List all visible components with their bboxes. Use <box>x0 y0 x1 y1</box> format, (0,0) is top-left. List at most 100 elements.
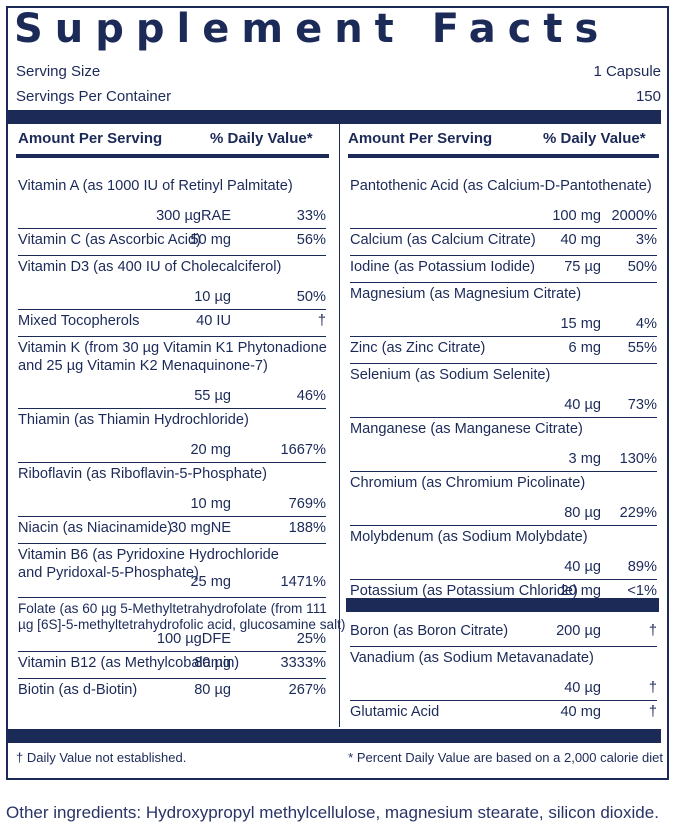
other-ingredients: Other ingredients: Hydroxypropyl methylc… <box>6 803 659 822</box>
nutrient-daily-value: 73% <box>627 397 657 413</box>
servings-label: Servings Per Container <box>16 88 172 105</box>
nutrient-amount: 40 µg <box>564 680 601 696</box>
servings-per-container-row: Servings Per Container 150 <box>16 88 661 106</box>
serving-size-label: Serving Size <box>16 63 101 80</box>
nutrient-amount: 10 µg <box>194 289 231 305</box>
nutrient-row: Riboflavin (as Riboflavin-5-Phosphate) 10… <box>18 463 326 517</box>
nutrient-name-cont: and Pyridoxal-5-Phosphate) <box>18 565 199 581</box>
nutrient-name: Niacin (as Niacinamide) <box>18 520 173 536</box>
nutrient-daily-value: 130% <box>619 451 657 467</box>
footnote-percent-dv: * Percent Daily Value are based on a 2,0… <box>348 750 663 765</box>
nutrient-daily-value: 25% <box>296 631 326 647</box>
right-mid-bar <box>346 598 659 612</box>
nutrient-name: Potassium (as Potassium Chloride) <box>350 583 578 599</box>
nutrient-daily-value: 188% <box>288 520 326 536</box>
bottom-divider-bar <box>6 729 661 743</box>
nutrient-row: Mixed Tocopherols 40 IU † <box>18 310 326 337</box>
nutrient-name: Vanadium (as Sodium Metavanadate) <box>350 650 594 666</box>
nutrient-daily-value: 267% <box>288 682 326 698</box>
nutrient-amount: 100 µgDFE <box>156 631 231 647</box>
nutrient-row: Molybdenum (as Sodium Molybdate) 40 µg 89% <box>350 526 657 580</box>
nutrient-row: Manganese (as Manganese Citrate) 3 mg 130% <box>350 418 657 472</box>
column-divider <box>339 124 340 727</box>
nutrient-name: Boron (as Boron Citrate) <box>350 623 509 639</box>
nutrient-row: Chromium (as Chromium Picolinate) 80 µg 22… <box>350 472 657 526</box>
nutrient-amount: 10 mg <box>190 496 231 512</box>
nutrient-daily-value: † <box>648 704 657 720</box>
nutrient-amount: 30 mgNE <box>170 520 231 536</box>
nutrient-row: Thiamin (as Thiamin Hydrochloride) 20 mg 1… <box>18 409 326 463</box>
nutrient-row: Niacin (as Niacinamide) 30 mgNE 188% <box>18 517 326 544</box>
nutrient-daily-value: 1471% <box>280 574 326 590</box>
supplement-facts-panel <box>6 6 669 780</box>
nutrient-name: Vitamin B6 (as Pyridoxine Hydrochloride <box>18 547 279 563</box>
nutrient-name: Folate (as 60 µg 5-Methyltetrahydrofolat… <box>18 601 327 616</box>
serving-size-row: Serving Size 1 Capsule <box>16 63 661 81</box>
nutrient-daily-value: † <box>317 313 326 329</box>
nutrient-daily-value: 2000% <box>611 208 657 224</box>
top-divider-bar <box>6 110 661 124</box>
nutrient-daily-value: 50% <box>296 289 326 305</box>
right-amount-header: Amount Per Serving <box>348 130 493 147</box>
nutrient-row: Iodine (as Potassium Iodide) 75 µg 50% <box>350 256 657 283</box>
nutrient-name: Magnesium (as Magnesium Citrate) <box>350 286 582 302</box>
nutrient-name-cont: and 25 µg Vitamin K2 Menaquinone-7) <box>18 358 268 374</box>
nutrient-row: Vanadium (as Sodium Metavanadate) 40 µg † <box>350 647 657 701</box>
nutrient-amount: 80 µg <box>194 682 231 698</box>
nutrient-name: Iodine (as Potassium Iodide) <box>350 259 535 275</box>
nutrient-daily-value: 4% <box>635 316 657 332</box>
nutrient-amount: 40 mg <box>560 232 601 248</box>
nutrient-name: Vitamin D3 (as 400 IU of Cholecalciferol… <box>18 259 282 275</box>
nutrient-amount: 80 µg <box>564 505 601 521</box>
nutrient-row: Biotin (as d-Biotin) 80 µg 267% <box>18 679 326 706</box>
nutrient-row: Magnesium (as Magnesium Citrate) 15 mg 4% <box>350 283 657 337</box>
nutrient-name: Zinc (as Zinc Citrate) <box>350 340 486 356</box>
nutrient-name: Vitamin A (as 1000 IU of Retinyl Palmita… <box>18 178 293 194</box>
nutrient-row: Glutamic Acid 40 mg † <box>350 701 657 728</box>
nutrient-name: Thiamin (as Thiamin Hydrochloride) <box>18 412 249 428</box>
nutrient-name: Glutamic Acid <box>350 704 440 720</box>
right-dv-header: % Daily Value* <box>543 130 646 147</box>
nutrient-row: Selenium (as Sodium Selenite) 40 µg 73% <box>350 364 657 418</box>
nutrient-daily-value: 46% <box>296 388 326 404</box>
right-header-rule <box>348 154 659 158</box>
nutrient-name: Mixed Tocopherols <box>18 313 140 329</box>
nutrient-amount: 40 µg <box>564 397 601 413</box>
nutrient-daily-value: 89% <box>627 559 657 575</box>
nutrient-name: Biotin (as d-Biotin) <box>18 682 138 698</box>
nutrient-name: Manganese (as Manganese Citrate) <box>350 421 583 437</box>
nutrient-row: Vitamin B6 (as Pyridoxine Hydrochloride a… <box>18 544 326 598</box>
nutrient-daily-value: 33% <box>296 208 326 224</box>
nutrient-name: Selenium (as Sodium Selenite) <box>350 367 551 383</box>
nutrient-amount: 40 mg <box>560 704 601 720</box>
left-amount-header: Amount Per Serving <box>18 130 163 147</box>
nutrient-row: Potassium (as Potassium Chloride) 20 mg <1… <box>350 580 657 607</box>
footnote-dagger: † Daily Value not established. <box>16 750 187 765</box>
nutrient-daily-value: 3333% <box>280 655 326 671</box>
nutrient-row: Vitamin C (as Ascorbic Acid) 50 mg 56% <box>18 229 326 256</box>
nutrient-amount: 55 µg <box>194 388 231 404</box>
left-header-rule <box>16 154 329 158</box>
nutrient-daily-value: 50% <box>627 259 657 275</box>
nutrient-daily-value: 55% <box>627 340 657 356</box>
nutrient-amount: 80 µg <box>194 655 231 671</box>
nutrient-daily-value: 229% <box>619 505 657 521</box>
right-nutrient-list: Pantothenic Acid (as Calcium-D-Pantothen… <box>350 175 657 607</box>
nutrient-row: Folate (as 60 µg 5-Methyltetrahydrofolat… <box>18 598 345 652</box>
nutrient-amount: 40 µg <box>564 559 601 575</box>
nutrient-amount: 50 mg <box>190 232 231 248</box>
nutrient-amount: 15 mg <box>560 316 601 332</box>
nutrient-row: Vitamin D3 (as 400 IU of Cholecalciferol… <box>18 256 326 310</box>
nutrient-daily-value: 769% <box>288 496 326 512</box>
nutrient-daily-value: <1% <box>627 583 657 599</box>
serving-size-value: 1 Capsule <box>593 63 661 80</box>
nutrient-amount: 40 IU <box>196 313 231 329</box>
nutrient-amount: 3 mg <box>568 451 601 467</box>
nutrient-name: Vitamin C (as Ascorbic Acid) <box>18 232 202 248</box>
nutrient-amount: 20 mg <box>190 442 231 458</box>
nutrient-daily-value: † <box>648 680 657 696</box>
nutrient-name: Riboflavin (as Riboflavin-5-Phosphate) <box>18 466 268 482</box>
nutrient-amount: 6 mg <box>568 340 601 356</box>
nutrient-row: Vitamin K (from 30 µg Vitamin K1 Phytona… <box>18 337 327 409</box>
nutrient-name: Molybdenum (as Sodium Molybdate) <box>350 529 588 545</box>
